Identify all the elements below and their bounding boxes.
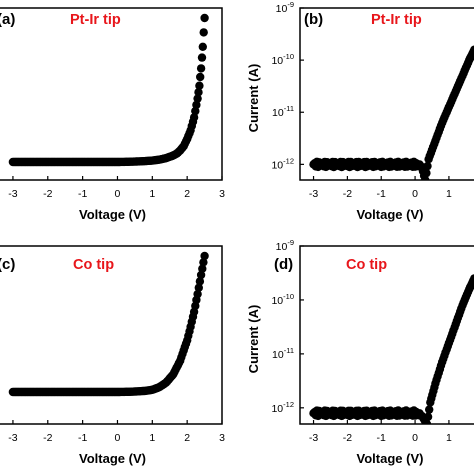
- data-point: [194, 283, 203, 292]
- x-tick-label: -2: [343, 188, 352, 200]
- panel-label: (a): [0, 11, 15, 28]
- plot-frame: [299, 7, 474, 181]
- panel-tip-tag: Co tip: [346, 257, 387, 273]
- y-axis-title: Current (A): [246, 64, 261, 133]
- y-tick-label: 10-12: [271, 156, 294, 171]
- x-tick-label: 3: [219, 188, 225, 200]
- y-tick-label: 10-9: [276, 0, 294, 15]
- x-tick-label: 1: [149, 432, 155, 444]
- data-series: [309, 274, 474, 424]
- data-point: [198, 42, 207, 51]
- y-tick-label: 10-12: [271, 400, 294, 415]
- data-point: [423, 412, 433, 421]
- y-tick-label: 10-10: [271, 52, 294, 67]
- x-tick-label: 2: [184, 432, 190, 444]
- y-tick-label: 10-11: [272, 104, 294, 119]
- panel-tip-tag: Pt-Ir tip: [70, 12, 121, 28]
- x-tick-label: -1: [377, 188, 386, 200]
- data-point: [422, 419, 432, 424]
- data-series: [309, 45, 474, 180]
- x-axis-title: Voltage (V): [79, 207, 146, 222]
- data-point: [191, 106, 200, 116]
- y-tick-label: 10-9: [276, 238, 294, 253]
- x-tick-label: 1: [149, 188, 155, 200]
- data-point: [195, 81, 204, 90]
- x-tick-label: -1: [78, 188, 87, 200]
- panel-label: (b): [304, 11, 323, 28]
- y-tick-label: 10-11: [272, 346, 294, 361]
- x-tick-label: 0: [412, 188, 418, 200]
- x-tick-label: -3: [309, 432, 318, 444]
- plot-frame: [0, 245, 223, 425]
- x-tick-label: 0: [412, 432, 418, 444]
- x-axis-title: Voltage (V): [357, 207, 424, 222]
- x-tick-label: -3: [8, 432, 17, 444]
- y-axis-title: Current (A): [246, 305, 261, 374]
- data-point: [196, 64, 206, 73]
- panel-a: -3 -2 -1 0 1 2 3 Voltage (V) (a) Pt-Ir tip: [0, 7, 225, 222]
- data-point: [199, 28, 208, 37]
- data-series: [8, 251, 209, 397]
- x-tick-label: -1: [78, 432, 87, 444]
- panel-label: (d): [274, 256, 293, 273]
- x-tick-label: 1: [446, 188, 452, 200]
- x-tick-label: 2: [184, 188, 190, 200]
- plot-frame: [299, 245, 474, 425]
- panel-tip-tag: Co tip: [73, 257, 114, 273]
- x-tick-label: -2: [43, 432, 52, 444]
- data-point: [470, 274, 474, 283]
- panel-label: (c): [0, 256, 15, 273]
- data-point: [470, 45, 474, 54]
- x-tick-label: -2: [343, 432, 352, 444]
- data-point: [196, 72, 205, 82]
- x-tick-label: 1: [446, 432, 452, 444]
- x-tick-label: -1: [377, 432, 386, 444]
- panel-b: -3 -2 -1 0 1 10-9 10-10 10-11 10-12 Voltage (V) Cu…: [246, 0, 474, 222]
- x-tick-label: 3: [219, 432, 225, 444]
- x-axis-title: Voltage (V): [79, 451, 146, 466]
- data-series: [8, 13, 209, 167]
- x-tick-label: 0: [115, 188, 121, 200]
- x-tick-label: -3: [8, 188, 17, 200]
- data-point: [199, 258, 208, 267]
- y-tick-label: 10-10: [271, 292, 294, 307]
- data-point: [196, 270, 206, 280]
- x-tick-label: 0: [115, 432, 121, 444]
- data-point: [197, 53, 207, 62]
- data-point: [422, 168, 431, 178]
- data-point: [195, 277, 205, 286]
- data-point: [200, 13, 209, 23]
- data-point: [189, 113, 199, 122]
- data-point: [425, 405, 434, 414]
- data-point: [193, 94, 202, 103]
- data-point: [193, 289, 202, 299]
- data-point: [194, 88, 203, 97]
- panel-tip-tag: Pt-Ir tip: [371, 12, 422, 28]
- x-axis-title: Voltage (V): [357, 451, 424, 466]
- data-point: [198, 264, 207, 273]
- panel-d: -3 -2 -1 0 1 10-9 10-10 10-11 10-12 Voltage (V) Cu…: [246, 238, 474, 466]
- plot-frame: [0, 7, 223, 181]
- data-point: [192, 100, 201, 110]
- data-point: [200, 251, 209, 261]
- panel-c: -3 -2 -1 0 1 2 3 Voltage (V) (c) Co tip: [0, 245, 225, 466]
- x-tick-label: -3: [309, 188, 318, 200]
- x-tick-label: -2: [43, 188, 52, 200]
- data-point: [423, 161, 432, 171]
